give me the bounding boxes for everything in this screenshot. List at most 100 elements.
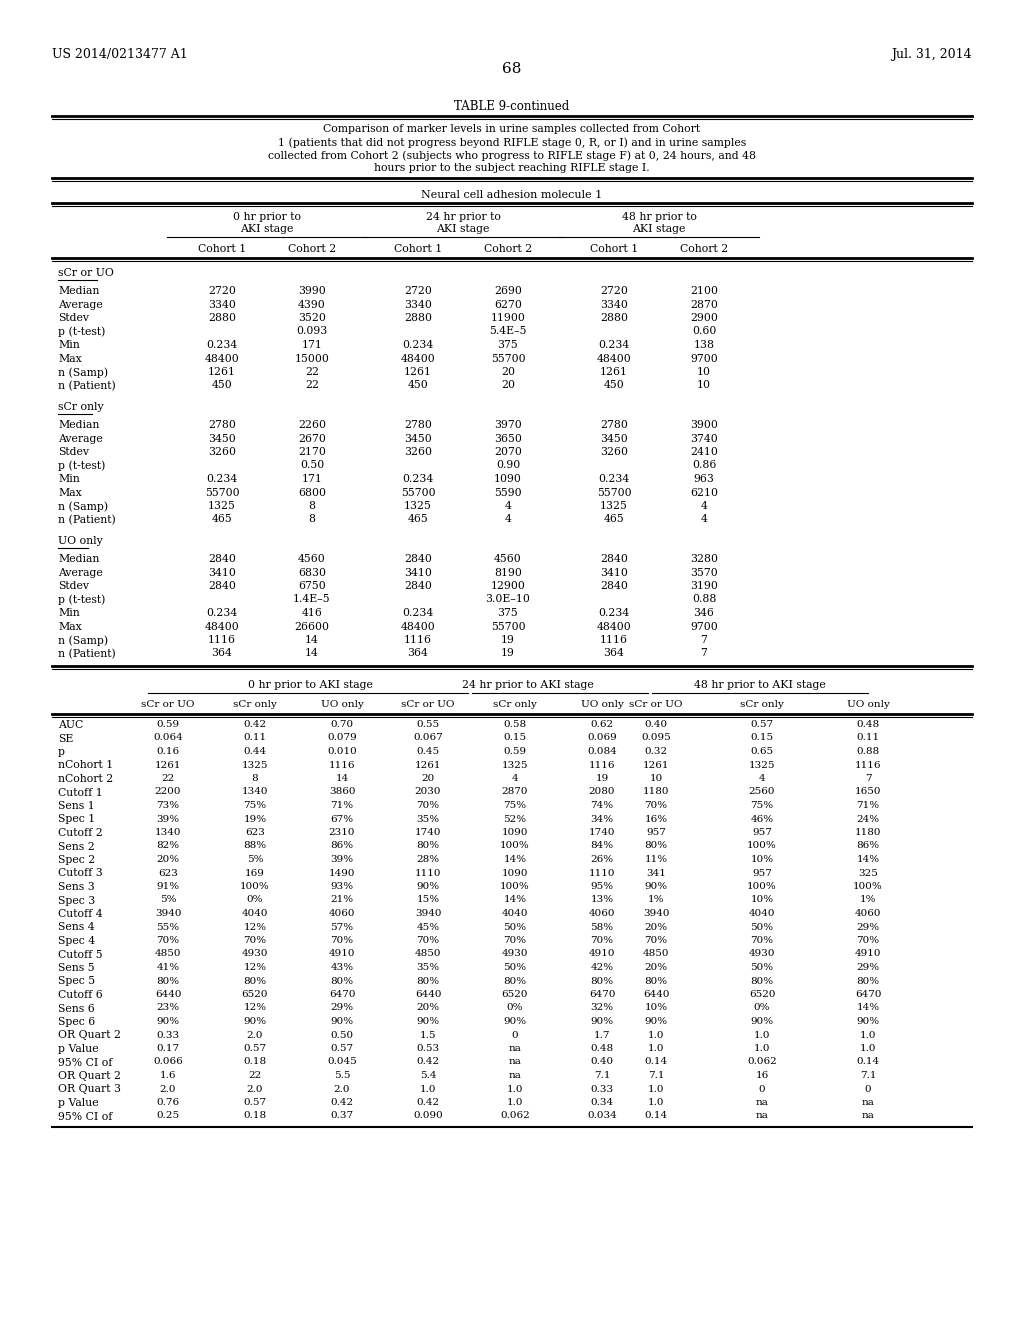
Text: 48 hr prior to: 48 hr prior to: [622, 213, 696, 222]
Text: 3.0E–10: 3.0E–10: [485, 594, 530, 605]
Text: 20%: 20%: [644, 923, 668, 932]
Text: 0.40: 0.40: [644, 719, 668, 729]
Text: 80%: 80%: [417, 977, 439, 986]
Text: 2780: 2780: [404, 420, 432, 430]
Text: 3860: 3860: [329, 788, 355, 796]
Text: 22: 22: [305, 367, 319, 378]
Text: 95% CI of: 95% CI of: [58, 1111, 113, 1122]
Text: 80%: 80%: [157, 977, 179, 986]
Text: 0.88: 0.88: [856, 747, 880, 756]
Text: 93%: 93%: [331, 882, 353, 891]
Text: 1261: 1261: [208, 367, 236, 378]
Text: 325: 325: [858, 869, 878, 878]
Text: 29%: 29%: [856, 923, 880, 932]
Text: 2670: 2670: [298, 433, 326, 444]
Text: 4910: 4910: [855, 949, 882, 958]
Text: 55700: 55700: [490, 622, 525, 631]
Text: 7.1: 7.1: [648, 1071, 665, 1080]
Text: 1180: 1180: [855, 828, 882, 837]
Text: 75%: 75%: [504, 801, 526, 810]
Text: 171: 171: [301, 474, 323, 484]
Text: 24%: 24%: [856, 814, 880, 824]
Text: 1.6: 1.6: [160, 1071, 176, 1080]
Text: 39%: 39%: [157, 814, 179, 824]
Text: 2260: 2260: [298, 420, 326, 430]
Text: 1261: 1261: [415, 760, 441, 770]
Text: p (t-test): p (t-test): [58, 461, 105, 471]
Text: 3940: 3940: [643, 909, 670, 917]
Text: 2.0: 2.0: [247, 1085, 263, 1093]
Text: 4: 4: [700, 515, 708, 524]
Text: 1650: 1650: [855, 788, 882, 796]
Text: 4390: 4390: [298, 300, 326, 309]
Text: 5.4: 5.4: [420, 1071, 436, 1080]
Text: Stdev: Stdev: [58, 447, 89, 457]
Text: 43%: 43%: [331, 964, 353, 972]
Text: p (t-test): p (t-test): [58, 326, 105, 337]
Text: 4060: 4060: [589, 909, 615, 917]
Text: 24 hr prior to: 24 hr prior to: [426, 213, 501, 222]
Text: 0.234: 0.234: [402, 609, 433, 618]
Text: UO only: UO only: [847, 700, 890, 709]
Text: 4850: 4850: [155, 949, 181, 958]
Text: UO only: UO only: [58, 536, 102, 546]
Text: n (Samp): n (Samp): [58, 502, 109, 512]
Text: Spec 1: Spec 1: [58, 814, 95, 825]
Text: 86%: 86%: [856, 842, 880, 850]
Text: 82%: 82%: [157, 842, 179, 850]
Text: 0.079: 0.079: [327, 734, 357, 742]
Text: sCr or UO: sCr or UO: [401, 700, 455, 709]
Text: 0.57: 0.57: [751, 719, 773, 729]
Text: Max: Max: [58, 622, 82, 631]
Text: 14%: 14%: [856, 1003, 880, 1012]
Text: 12%: 12%: [244, 923, 266, 932]
Text: 0.50: 0.50: [331, 1031, 353, 1040]
Text: 0.234: 0.234: [402, 474, 433, 484]
Text: 0: 0: [512, 1031, 518, 1040]
Text: 0.066: 0.066: [154, 1057, 183, 1067]
Text: 1325: 1325: [600, 502, 628, 511]
Text: 623: 623: [158, 869, 178, 878]
Text: 50%: 50%: [751, 923, 773, 932]
Text: Stdev: Stdev: [58, 581, 89, 591]
Text: 1.5: 1.5: [420, 1031, 436, 1040]
Text: 0.44: 0.44: [244, 747, 266, 756]
Text: 341: 341: [646, 869, 666, 878]
Text: 6830: 6830: [298, 568, 326, 578]
Text: 0.57: 0.57: [331, 1044, 353, 1053]
Text: 5.4E–5: 5.4E–5: [489, 326, 526, 337]
Text: 4850: 4850: [643, 949, 670, 958]
Text: 1490: 1490: [329, 869, 355, 878]
Text: 21%: 21%: [331, 895, 353, 904]
Text: 1.0: 1.0: [754, 1044, 770, 1053]
Text: na: na: [509, 1071, 521, 1080]
Text: 6750: 6750: [298, 581, 326, 591]
Text: 12%: 12%: [244, 964, 266, 972]
Text: 465: 465: [603, 515, 625, 524]
Text: 1261: 1261: [155, 760, 181, 770]
Text: Cutoff 4: Cutoff 4: [58, 909, 102, 919]
Text: 2840: 2840: [404, 554, 432, 564]
Text: 48400: 48400: [205, 354, 240, 363]
Text: 0.064: 0.064: [154, 734, 183, 742]
Text: 26%: 26%: [591, 855, 613, 865]
Text: US 2014/0213477 A1: US 2014/0213477 A1: [52, 48, 187, 61]
Text: 4910: 4910: [329, 949, 355, 958]
Text: 1.0: 1.0: [860, 1044, 877, 1053]
Text: 80%: 80%: [644, 977, 668, 986]
Text: 10: 10: [697, 367, 711, 378]
Text: 90%: 90%: [417, 1016, 439, 1026]
Text: n (Samp): n (Samp): [58, 367, 109, 378]
Text: 6440: 6440: [155, 990, 181, 999]
Text: 0: 0: [864, 1085, 871, 1093]
Text: 0.88: 0.88: [692, 594, 716, 605]
Text: 0.11: 0.11: [856, 734, 880, 742]
Text: 74%: 74%: [591, 801, 613, 810]
Text: 1%: 1%: [860, 895, 877, 904]
Text: 0.59: 0.59: [157, 719, 179, 729]
Text: 1261: 1261: [643, 760, 670, 770]
Text: 3340: 3340: [404, 300, 432, 309]
Text: Spec 4: Spec 4: [58, 936, 95, 946]
Text: 55700: 55700: [400, 487, 435, 498]
Text: 1090: 1090: [502, 869, 528, 878]
